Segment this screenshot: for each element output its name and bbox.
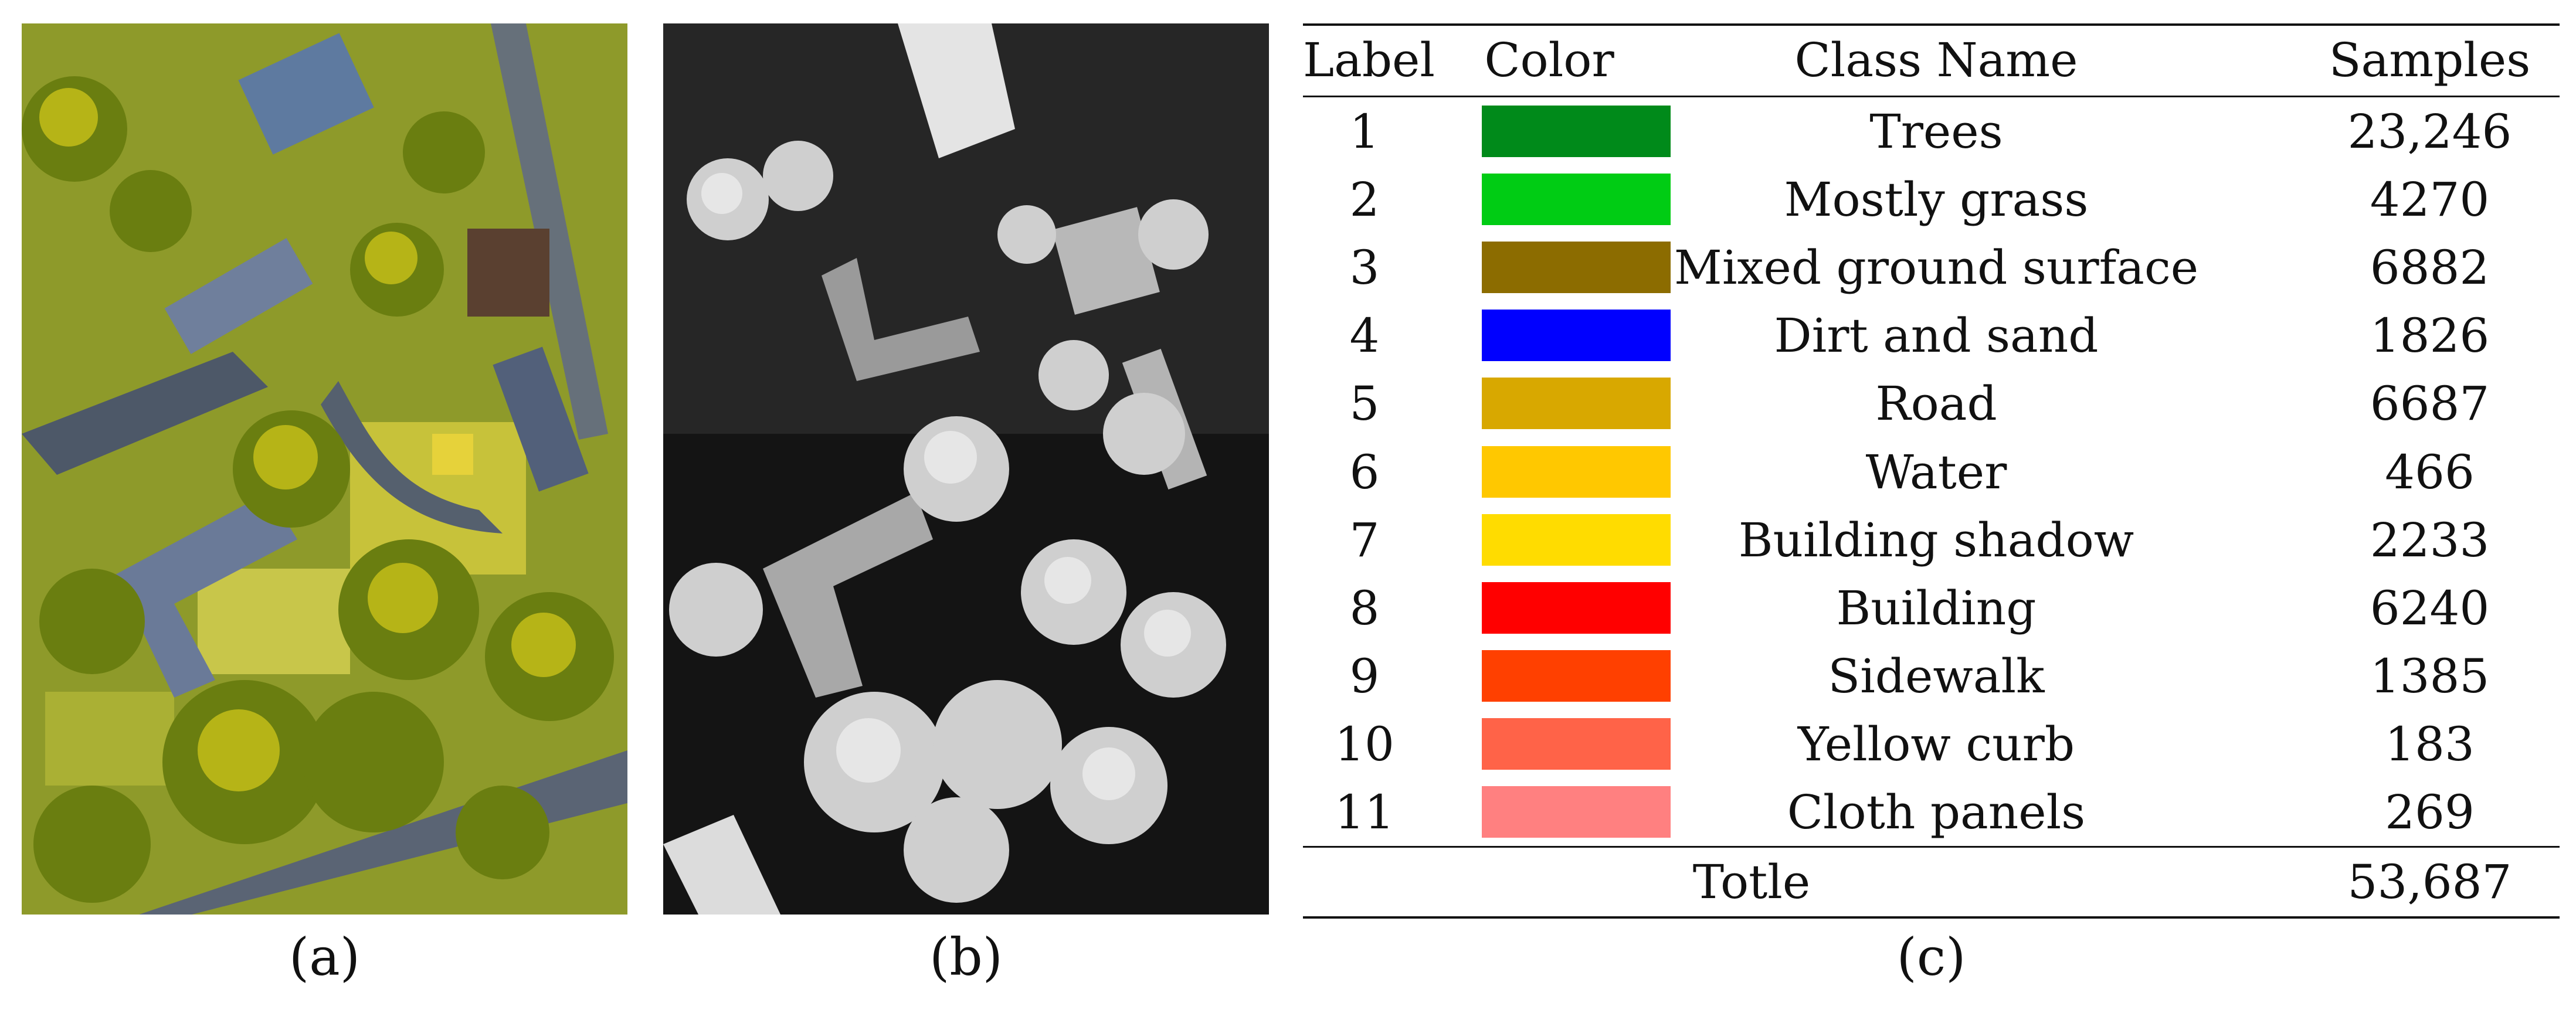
row-class-name: Building [1836, 580, 2037, 635]
caption-c: (c) [1896, 927, 1966, 987]
total-label: Totle [1692, 855, 1811, 909]
row-samples: 6687 [2370, 376, 2490, 431]
table-row: 9 Sidewalk 1385 [1303, 642, 2560, 711]
aerial-image [22, 23, 627, 915]
table-header: Label Color Class Name Samples [1303, 26, 2560, 94]
table-row: 1 Trees 23,246 [1303, 97, 2560, 166]
row-color-cell [1426, 506, 1672, 575]
row-color-cell [1426, 642, 1672, 711]
row-color-cell [1426, 438, 1672, 506]
row-class-name: Road [1875, 376, 1997, 431]
class-table: Label Color Class Name Samples 1 Trees 23,… [1303, 23, 2560, 919]
row-color-cell [1426, 97, 1672, 166]
table-row: 5 Road 6687 [1303, 369, 2560, 438]
row-label: 9 [1349, 648, 1380, 703]
color-swatch [1482, 174, 1671, 226]
row-label: 8 [1349, 580, 1380, 635]
row-color-cell [1426, 233, 1672, 302]
color-swatch [1482, 786, 1671, 838]
row-samples: 6240 [2370, 580, 2490, 635]
aerial-image-graphic [22, 23, 627, 915]
table-top-rule [1303, 23, 2560, 26]
row-label: 6 [1349, 444, 1380, 499]
row-label: 1 [1349, 104, 1380, 159]
color-swatch [1482, 718, 1671, 770]
row-samples: 4270 [2370, 172, 2490, 227]
row-samples: 23,246 [2347, 104, 2512, 159]
total-samples: 53,687 [2347, 855, 2512, 909]
row-color-cell [1426, 301, 1672, 370]
lidar-image [663, 23, 1269, 915]
row-samples: 1385 [2370, 648, 2490, 703]
caption-b: (b) [929, 927, 1003, 987]
row-label: 10 [1335, 716, 1394, 771]
color-swatch [1482, 242, 1671, 294]
row-label: 3 [1349, 240, 1380, 295]
row-samples: 2233 [2370, 512, 2490, 567]
table-total-rule [1303, 846, 2560, 848]
row-class-name: Mostly grass [1784, 172, 2089, 227]
header-color: Color [1484, 33, 1614, 87]
caption-a: (a) [289, 927, 361, 987]
color-swatch [1482, 650, 1671, 702]
table-row: 10 Yellow curb 183 [1303, 710, 2560, 779]
color-swatch [1482, 310, 1671, 362]
row-samples: 183 [2385, 716, 2475, 771]
row-class-name: Sidewalk [1828, 648, 2045, 703]
row-label: 5 [1349, 376, 1380, 431]
row-class-name: Mixed ground surface [1674, 240, 2199, 295]
table-row: 4 Dirt and sand 1826 [1303, 301, 2560, 370]
row-samples: 269 [2385, 785, 2475, 839]
row-class-name: Trees [1869, 104, 2003, 159]
row-label: 4 [1349, 308, 1380, 363]
table-bottom-rule [1303, 916, 2560, 919]
row-samples: 1826 [2370, 308, 2490, 363]
header-class-name: Class Name [1794, 33, 2078, 87]
row-color-cell [1426, 778, 1672, 847]
table-row: 7 Building shadow 2233 [1303, 506, 2560, 575]
row-samples: 466 [2385, 444, 2475, 499]
row-label: 2 [1349, 172, 1380, 227]
table-header-rule [1303, 96, 2560, 97]
lidar-image-graphic [663, 23, 1269, 915]
table-row: 6 Water 466 [1303, 438, 2560, 506]
row-class-name: Building shadow [1738, 512, 2134, 567]
color-swatch [1482, 446, 1671, 498]
header-label: Label [1303, 33, 1435, 87]
table-row: 2 Mostly grass 4270 [1303, 165, 2560, 234]
row-class-name: Water [1865, 444, 2007, 499]
color-swatch [1482, 106, 1671, 157]
color-swatch [1482, 378, 1671, 430]
table-row: 8 Building 6240 [1303, 574, 2560, 643]
header-samples: Samples [2329, 33, 2531, 87]
row-class-name: Dirt and sand [1774, 308, 2099, 363]
row-class-name: Yellow curb [1797, 716, 2075, 771]
row-samples: 6882 [2370, 240, 2490, 295]
row-color-cell [1426, 574, 1672, 643]
color-swatch [1482, 582, 1671, 634]
row-label: 11 [1335, 785, 1394, 839]
row-color-cell [1426, 710, 1672, 779]
color-swatch [1482, 514, 1671, 566]
table-row: 11 Cloth panels 269 [1303, 778, 2560, 847]
row-label: 7 [1349, 512, 1380, 567]
row-class-name: Cloth panels [1787, 785, 2086, 839]
table-total-row: Totle 53,687 [1303, 848, 2560, 916]
row-color-cell [1426, 369, 1672, 438]
row-color-cell [1426, 165, 1672, 234]
table-row: 3 Mixed ground surface 6882 [1303, 233, 2560, 302]
